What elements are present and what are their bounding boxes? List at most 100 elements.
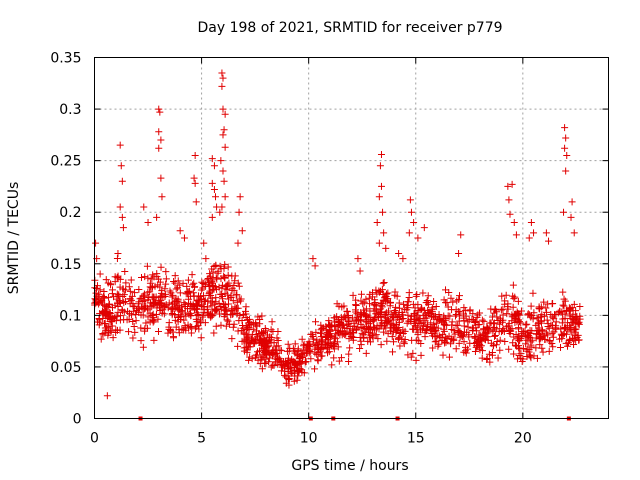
data-point (502, 291, 510, 299)
data-point (244, 324, 252, 332)
data-point (258, 312, 266, 320)
data-point (116, 141, 124, 149)
data-point (234, 327, 242, 335)
data-point (208, 179, 216, 187)
data-point (258, 365, 266, 373)
data-point (298, 335, 306, 343)
data-point (314, 349, 322, 357)
data-point (312, 318, 320, 326)
data-point (285, 347, 293, 355)
data-point (432, 302, 440, 310)
data-point (375, 239, 383, 247)
data-point (549, 333, 557, 341)
data-point (395, 299, 403, 307)
data-point (389, 321, 397, 329)
data-point (556, 335, 564, 343)
data-point (142, 319, 150, 327)
data-point (215, 283, 223, 291)
data-point (391, 307, 399, 315)
data-point (420, 224, 428, 232)
data-point (552, 324, 560, 332)
data-point (96, 297, 104, 305)
data-point (217, 321, 225, 329)
data-point (384, 330, 392, 338)
data-point (570, 341, 578, 349)
data-point (146, 302, 154, 310)
data-point (301, 349, 309, 357)
data-point (231, 277, 239, 285)
data-point (141, 273, 149, 281)
data-point (150, 336, 158, 344)
data-point (333, 300, 341, 308)
data-point (557, 330, 565, 338)
data-point (466, 306, 474, 314)
data-point (169, 291, 177, 299)
data-point (523, 336, 531, 344)
x-tick-label: 5 (197, 431, 206, 447)
data-point (261, 350, 269, 358)
data-point (97, 335, 105, 343)
data-point (409, 325, 417, 333)
data-point (358, 329, 366, 337)
data-point (406, 196, 414, 204)
data-point (375, 310, 383, 318)
data-point (208, 311, 216, 319)
data-point (200, 292, 208, 300)
data-point (267, 326, 275, 334)
data-point (460, 322, 468, 330)
data-point (228, 286, 236, 294)
data-point (440, 327, 448, 335)
data-point (366, 307, 374, 315)
data-point (201, 319, 209, 327)
data-point (104, 331, 112, 339)
data-point (412, 356, 420, 364)
data-point (493, 338, 501, 346)
data-point (478, 347, 486, 355)
data-point (372, 331, 380, 339)
data-point (503, 310, 511, 318)
data-point (572, 307, 580, 315)
data-point (144, 296, 152, 304)
data-point (143, 262, 151, 270)
data-point (497, 328, 505, 336)
data-point (155, 300, 163, 308)
data-point (112, 317, 120, 325)
data-point (543, 316, 551, 324)
data-point (294, 347, 302, 355)
data-point (220, 177, 228, 185)
data-point (430, 323, 438, 331)
data-point (530, 229, 538, 237)
data-point (202, 255, 210, 263)
data-point (455, 296, 463, 304)
data-point (130, 303, 138, 311)
data-point (170, 277, 178, 285)
data-point (300, 369, 308, 377)
data-point (215, 310, 223, 318)
data-point (349, 314, 357, 322)
data-point (220, 126, 228, 134)
data-point (314, 357, 322, 365)
data-point (343, 307, 351, 315)
data-point (333, 313, 341, 321)
data-point (135, 298, 143, 306)
data-point (221, 143, 229, 151)
data-point (127, 296, 135, 304)
data-point (435, 315, 443, 323)
data-point (206, 270, 214, 278)
data-point (155, 327, 163, 335)
data-point (439, 351, 447, 359)
data-point (170, 300, 178, 308)
data-point (137, 337, 145, 345)
data-point (150, 317, 158, 325)
data-point (284, 340, 292, 348)
data-point (474, 311, 482, 319)
data-point (130, 307, 138, 315)
data-point (393, 292, 401, 300)
data-point (492, 341, 500, 349)
y-tick-label: 0.15 (50, 257, 81, 273)
data-point (260, 343, 268, 351)
data-point (462, 349, 470, 357)
data-point (335, 357, 343, 365)
data-point (271, 355, 279, 363)
data-point (431, 333, 439, 341)
